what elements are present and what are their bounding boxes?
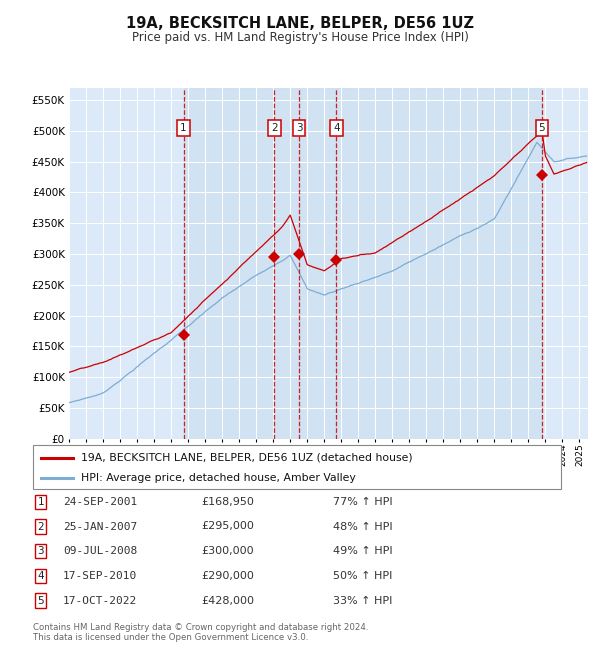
- Text: 3: 3: [296, 123, 302, 133]
- Text: 1: 1: [37, 497, 44, 507]
- Text: 49% ↑ HPI: 49% ↑ HPI: [333, 546, 392, 556]
- Text: 3: 3: [37, 546, 44, 556]
- Bar: [337, 88, 542, 439]
- Text: 17-OCT-2022: 17-OCT-2022: [63, 595, 137, 606]
- Text: 25-JAN-2007: 25-JAN-2007: [63, 521, 137, 532]
- Bar: [184, 88, 274, 439]
- Text: £168,950: £168,950: [201, 497, 254, 507]
- Text: 4: 4: [333, 123, 340, 133]
- Text: 24-SEP-2001: 24-SEP-2001: [63, 497, 137, 507]
- Bar: [274, 88, 299, 439]
- Text: £295,000: £295,000: [201, 521, 254, 532]
- Text: 1: 1: [180, 123, 187, 133]
- Text: £300,000: £300,000: [201, 546, 254, 556]
- Text: 19A, BECKSITCH LANE, BELPER, DE56 1UZ (detached house): 19A, BECKSITCH LANE, BELPER, DE56 1UZ (d…: [80, 452, 412, 463]
- Text: 5: 5: [539, 123, 545, 133]
- Text: 77% ↑ HPI: 77% ↑ HPI: [333, 497, 392, 507]
- Text: HPI: Average price, detached house, Amber Valley: HPI: Average price, detached house, Ambe…: [80, 473, 355, 484]
- Text: Contains HM Land Registry data © Crown copyright and database right 2024.
This d: Contains HM Land Registry data © Crown c…: [33, 623, 368, 642]
- Text: 19A, BECKSITCH LANE, BELPER, DE56 1UZ: 19A, BECKSITCH LANE, BELPER, DE56 1UZ: [126, 16, 474, 31]
- Text: 50% ↑ HPI: 50% ↑ HPI: [333, 571, 392, 581]
- Text: 4: 4: [37, 571, 44, 581]
- Text: 17-SEP-2010: 17-SEP-2010: [63, 571, 137, 581]
- Text: £428,000: £428,000: [201, 595, 254, 606]
- Text: 09-JUL-2008: 09-JUL-2008: [63, 546, 137, 556]
- Text: 2: 2: [271, 123, 278, 133]
- Text: 5: 5: [37, 595, 44, 606]
- Text: £290,000: £290,000: [201, 571, 254, 581]
- Text: 48% ↑ HPI: 48% ↑ HPI: [333, 521, 392, 532]
- Text: 2: 2: [37, 521, 44, 532]
- Text: 33% ↑ HPI: 33% ↑ HPI: [333, 595, 392, 606]
- Bar: [299, 88, 337, 439]
- FancyBboxPatch shape: [33, 445, 561, 489]
- Text: Price paid vs. HM Land Registry's House Price Index (HPI): Price paid vs. HM Land Registry's House …: [131, 31, 469, 44]
